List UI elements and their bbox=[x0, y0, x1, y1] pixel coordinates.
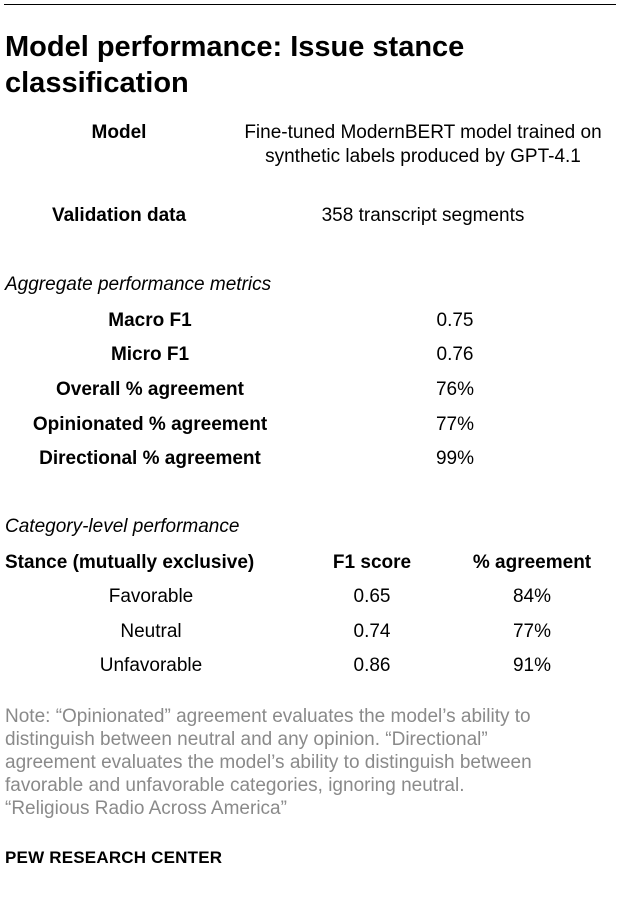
validation-data-value: 358 transcript segments bbox=[321, 205, 525, 226]
metric-label: Micro F1 bbox=[110, 344, 190, 365]
top-divider bbox=[4, 4, 616, 5]
metric-label: Macro F1 bbox=[108, 310, 192, 331]
footnote: Note: “Opinionated” agreement evaluates … bbox=[5, 705, 610, 820]
model-value: Fine-tuned ModernBERT model trained on s… bbox=[244, 122, 602, 167]
metric-label: Directional % agreement bbox=[39, 448, 261, 469]
footnote-line: favorable and unfavorable categories, ig… bbox=[5, 775, 465, 796]
footnote-line: agreement evaluates the model’s ability … bbox=[5, 752, 532, 773]
table-row-f1: 0.65 bbox=[353, 586, 391, 607]
category-heading: Category-level performance bbox=[5, 516, 240, 537]
validation-data-label: Validation data bbox=[51, 205, 187, 226]
footnote-line: “Religious Radio Across America” bbox=[5, 798, 287, 819]
table-row-stance: Unfavorable bbox=[99, 655, 203, 676]
footnote-line: Note: “Opinionated” agreement evaluates … bbox=[5, 706, 531, 727]
column-header-agreement: % agreement bbox=[472, 552, 592, 573]
metric-value: 77% bbox=[435, 414, 475, 435]
column-header-stance: Stance (mutually exclusive) bbox=[5, 552, 255, 573]
metric-value: 76% bbox=[435, 379, 475, 400]
metric-value: 0.76 bbox=[436, 344, 474, 365]
footnote-line: distinguish between neutral and any opin… bbox=[5, 729, 488, 750]
table-row-f1: 0.86 bbox=[353, 655, 391, 676]
table-row-agreement: 77% bbox=[512, 621, 552, 642]
column-header-f1: F1 score bbox=[332, 552, 412, 573]
metric-label: Overall % agreement bbox=[56, 379, 244, 400]
page-title: Model performance: Issue stance classifi… bbox=[5, 31, 465, 99]
model-label: Model bbox=[91, 122, 147, 143]
metric-value: 0.75 bbox=[436, 310, 474, 331]
table-row-stance: Favorable bbox=[108, 586, 194, 607]
table-row-f1: 0.74 bbox=[353, 621, 391, 642]
aggregate-heading: Aggregate performance metrics bbox=[5, 274, 272, 295]
table-row-agreement: 91% bbox=[512, 655, 552, 676]
table-row-stance: Neutral bbox=[120, 621, 182, 642]
metric-label: Opinionated % agreement bbox=[32, 414, 268, 435]
metric-value: 99% bbox=[435, 448, 475, 469]
source-credit: PEW RESEARCH CENTER bbox=[5, 848, 223, 867]
table-row-agreement: 84% bbox=[512, 586, 552, 607]
